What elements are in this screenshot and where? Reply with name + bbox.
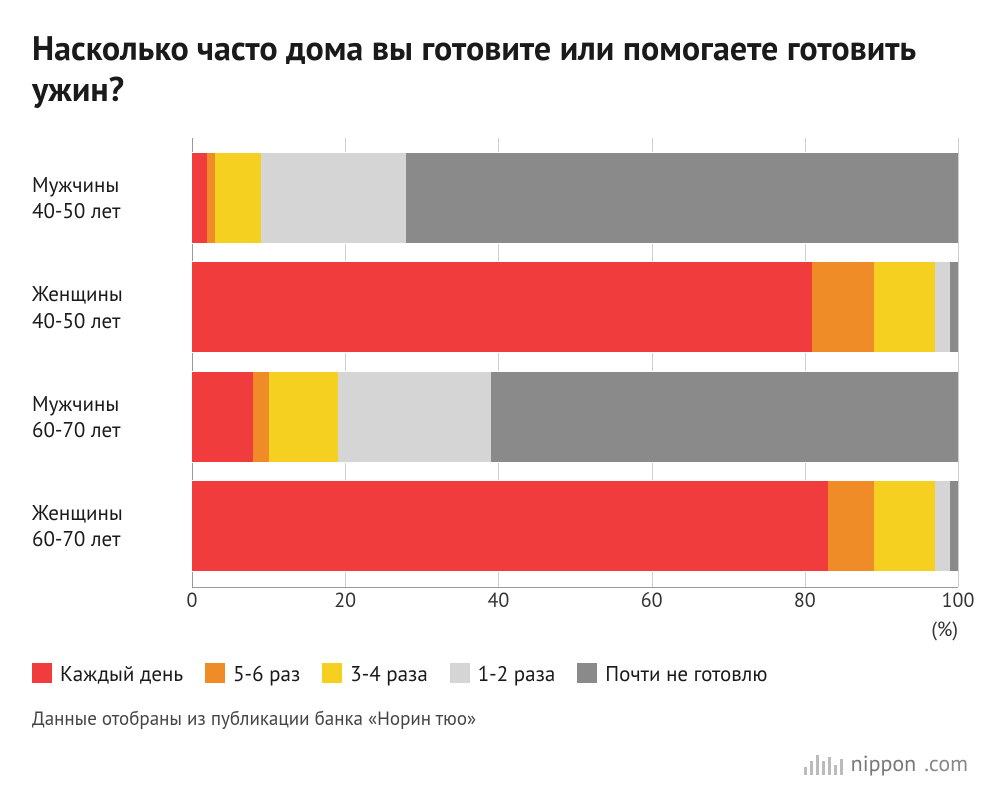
bar-segment	[192, 481, 828, 571]
bar-segment	[192, 153, 207, 243]
chart-title: Насколько часто дома вы готовите или пом…	[32, 28, 968, 110]
x-tick-label: 60	[641, 587, 663, 613]
bar-segment	[338, 372, 491, 462]
bar-segment	[812, 262, 873, 352]
x-tick-label: 20	[334, 587, 356, 613]
category-label: Мужчины40-50 лет	[32, 172, 182, 225]
legend-swatch	[32, 663, 52, 683]
x-tick-label: 40	[487, 587, 509, 613]
bar-segment	[192, 262, 812, 352]
bar-segment	[950, 262, 958, 352]
legend-item: 3-4 раза	[322, 660, 428, 687]
bar-row: Женщины60-70 лет	[192, 480, 958, 572]
category-label: Женщины40-50 лет	[32, 281, 182, 334]
axis-unit: (%)	[931, 616, 958, 642]
plot-area: 020406080100 Мужчины40-50 летЖенщины40-5…	[192, 138, 958, 588]
bar-segment	[253, 372, 268, 462]
legend-label: Почти не готовлю	[605, 660, 767, 687]
bar-segment	[874, 262, 935, 352]
gridline	[958, 138, 959, 587]
legend-item: 1-2 раза	[450, 660, 556, 687]
legend-swatch	[450, 663, 470, 683]
legend-label: 1-2 раза	[478, 660, 556, 687]
x-tick-label: 80	[794, 587, 816, 613]
legend-swatch	[322, 663, 342, 683]
legend-swatch	[577, 663, 597, 683]
brand-logo: nippon.com	[804, 750, 968, 778]
category-label: Мужчины60-70 лет	[32, 390, 182, 443]
source-text: Данные отобраны из публикации банка «Нор…	[32, 707, 968, 731]
bar-segment	[215, 153, 261, 243]
bar-segment	[935, 262, 950, 352]
category-label: Женщины60-70 лет	[32, 500, 182, 553]
bar-segment	[950, 481, 958, 571]
chart: 020406080100 Мужчины40-50 летЖенщины40-5…	[32, 138, 968, 648]
bar-segment	[261, 153, 407, 243]
bar-segment	[828, 481, 874, 571]
brand-bars-icon	[804, 753, 843, 775]
bar-row: Мужчины60-70 лет	[192, 371, 958, 463]
brand-name: nippon	[851, 750, 917, 778]
bar-segment	[192, 372, 253, 462]
legend-item: 5-6 раз	[205, 660, 300, 687]
legend-item: Почти не готовлю	[577, 660, 767, 687]
bars-layer: Мужчины40-50 лет Женщины40-50 лет Мужчины6…	[192, 138, 958, 587]
legend: Каждый день 5-6 раз 3-4 раза 1-2 раза Почти …	[32, 660, 968, 687]
bar-segment	[269, 372, 338, 462]
bar-segment	[491, 372, 958, 462]
legend-label: 3-4 раза	[350, 660, 428, 687]
x-tick-label: 0	[187, 587, 198, 613]
bar-segment	[874, 481, 935, 571]
legend-swatch	[205, 663, 225, 683]
bar-segment	[935, 481, 950, 571]
bar-row: Мужчины40-50 лет	[192, 152, 958, 244]
bar-row: Женщины40-50 лет	[192, 261, 958, 353]
legend-item: Каждый день	[32, 660, 183, 687]
legend-label: Каждый день	[60, 660, 183, 687]
bar-segment	[207, 153, 215, 243]
x-tick-label: 100	[942, 587, 975, 613]
legend-label: 5-6 раз	[233, 660, 300, 687]
bar-segment	[406, 153, 958, 243]
brand-suffix: .com	[924, 750, 968, 778]
